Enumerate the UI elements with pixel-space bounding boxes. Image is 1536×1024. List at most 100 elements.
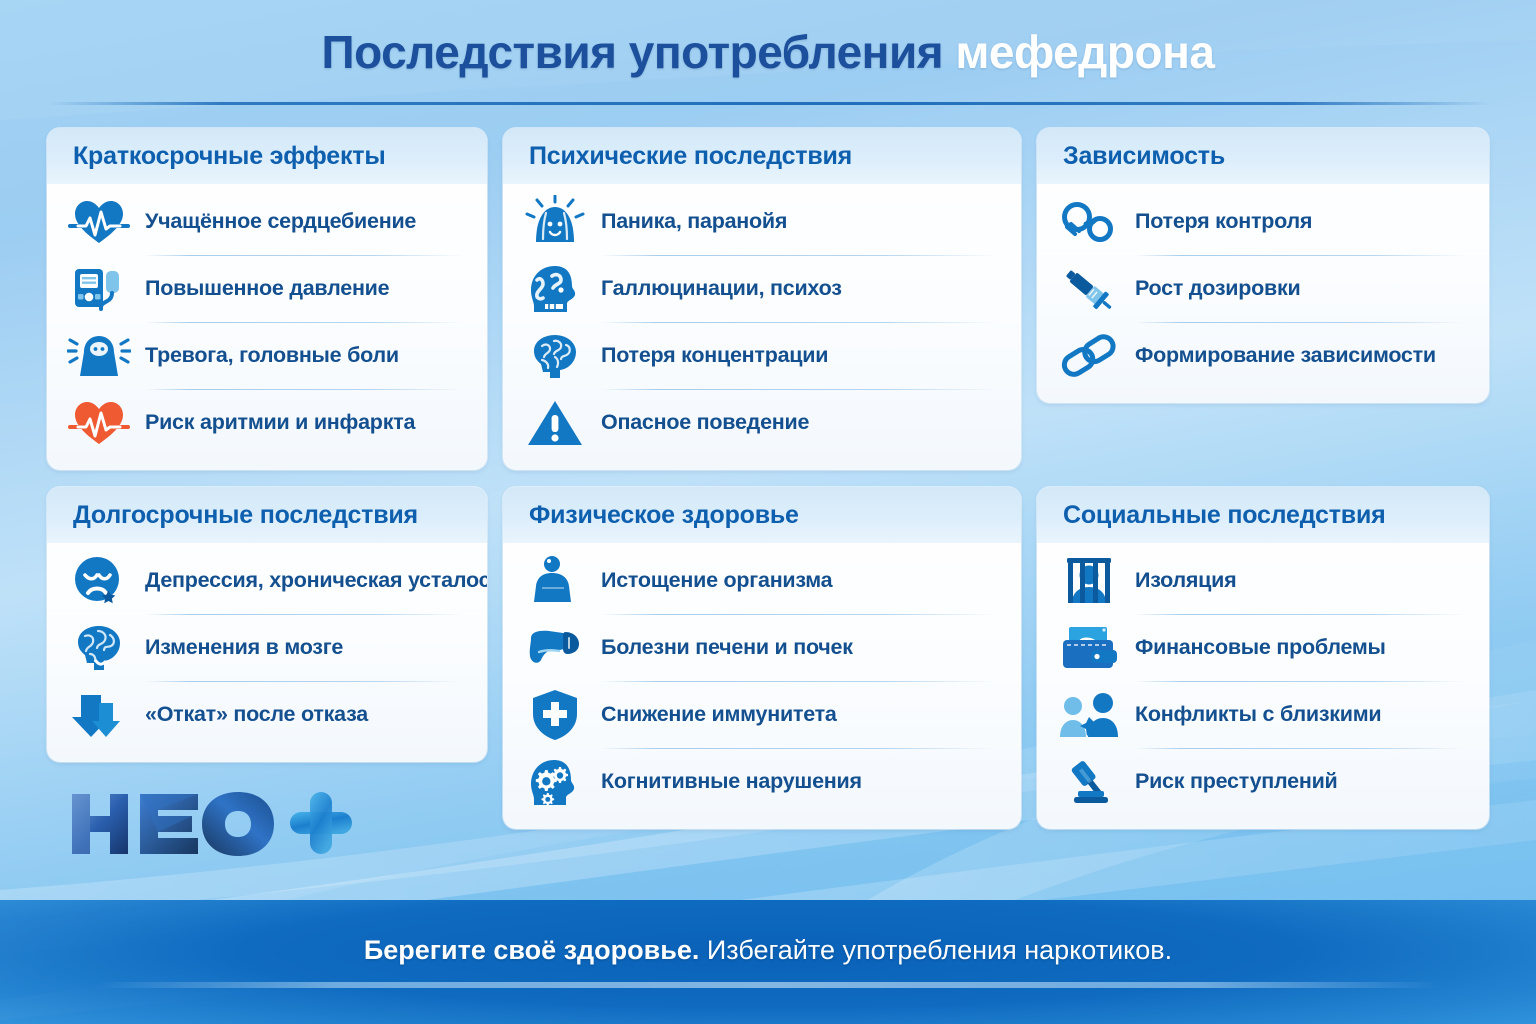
card-body: Потеря контроля bbox=[1037, 184, 1489, 403]
down-arrows-icon bbox=[63, 686, 135, 744]
list-item-label: Потеря концентрации bbox=[601, 343, 829, 367]
list-item[interactable]: Изоляция bbox=[1053, 547, 1471, 614]
liver-kidney-icon bbox=[519, 619, 591, 677]
list-item-label: Финансовые проблемы bbox=[1135, 635, 1386, 659]
list-item-label: Когнитивные нарушения bbox=[601, 769, 862, 793]
footer-message-normal: Избегайте употребления наркотиков. bbox=[699, 934, 1173, 965]
card-header: Социальные последствия bbox=[1037, 487, 1489, 543]
sad-face-icon bbox=[63, 552, 135, 610]
cards-row-1: Краткосрочные эффекты Учащённое сердцеби… bbox=[47, 128, 1489, 470]
card-body: Истощение организма Болезни печени и поч… bbox=[503, 543, 1021, 829]
handcuffs-icon bbox=[1053, 193, 1125, 251]
page-footer: Берегите своё здоровье. Избегайте употре… bbox=[0, 900, 1536, 1024]
list-item[interactable]: Рост дозировки bbox=[1053, 255, 1471, 322]
page-title-part-primary: Последствия употребления bbox=[321, 26, 956, 78]
list-item[interactable]: Конфликты с близкими bbox=[1053, 681, 1471, 748]
card-title: Зависимость bbox=[1063, 142, 1225, 170]
list-item[interactable]: Финансовые проблемы bbox=[1053, 614, 1471, 681]
list-item-label: Рост дозировки bbox=[1135, 276, 1301, 300]
card-mental-consequences: Психические последствия bbox=[503, 128, 1021, 470]
card-title: Физическое здоровье bbox=[529, 501, 799, 529]
card-title: Долгосрочные последствия bbox=[73, 501, 418, 529]
list-item-label: Риск аритмии и инфаркта bbox=[145, 410, 416, 434]
prison-bars-icon bbox=[1053, 552, 1125, 610]
list-item-label: Формирование зависимости bbox=[1135, 343, 1436, 367]
list-item[interactable]: Паника, паранойя bbox=[519, 188, 1003, 255]
neo-plus-logo[interactable] bbox=[66, 788, 356, 860]
page-title: Последствия употребления мефедрона bbox=[322, 25, 1215, 79]
list-item[interactable]: Риск аритмии и инфаркта bbox=[63, 389, 469, 456]
list-item[interactable]: Формирование зависимости bbox=[1053, 322, 1471, 389]
card-header: Зависимость bbox=[1037, 128, 1489, 184]
list-item[interactable]: Галлюцинации, психоз bbox=[519, 255, 1003, 322]
conflict-people-icon bbox=[1053, 686, 1125, 744]
list-item-label: «Откат» после отказа bbox=[145, 702, 368, 726]
brain-icon bbox=[519, 327, 591, 385]
list-item[interactable]: Истощение организма bbox=[519, 547, 1003, 614]
list-item[interactable]: Тревога, головные боли bbox=[63, 322, 469, 389]
card-title: Социальные последствия bbox=[1063, 501, 1386, 529]
footer-message-strong: Берегите своё здоровье. bbox=[363, 934, 700, 965]
cards-board: Краткосрочные эффекты Учащённое сердцеби… bbox=[47, 128, 1489, 829]
card-long-term-consequences: Долгосрочные последствия Депрессия, хрон… bbox=[47, 487, 487, 762]
list-item[interactable]: Потеря концентрации bbox=[519, 322, 1003, 389]
footer-gloss-line bbox=[96, 982, 1440, 988]
list-item[interactable]: Снижение иммунитета bbox=[519, 681, 1003, 748]
footer-message: Берегите своё здоровье. Избегайте употре… bbox=[364, 935, 1172, 966]
list-item[interactable]: Болезни печени и почек bbox=[519, 614, 1003, 681]
gavel-icon bbox=[1053, 753, 1125, 811]
list-item[interactable]: Потеря контроля bbox=[1053, 188, 1471, 255]
hallucination-head-icon bbox=[519, 260, 591, 318]
list-item-label: Риск преступлений bbox=[1135, 769, 1338, 793]
card-body: Депрессия, хроническая усталость bbox=[47, 543, 487, 762]
list-item-label: Потеря контроля bbox=[1135, 209, 1313, 233]
warning-triangle-icon bbox=[519, 394, 591, 452]
list-item[interactable]: «Откат» после отказа bbox=[63, 681, 469, 748]
list-item-label: Конфликты с близкими bbox=[1135, 702, 1382, 726]
list-item-label: Депрессия, хроническая усталость bbox=[145, 568, 487, 592]
card-body: Паника, паранойя Галлюцинации, пс bbox=[503, 184, 1021, 470]
list-item[interactable]: Изменения в мозге bbox=[63, 614, 469, 681]
shield-cross-icon bbox=[519, 686, 591, 744]
list-item[interactable]: Когнитивные нарушения bbox=[519, 748, 1003, 815]
list-item-label: Опасное поведение bbox=[601, 410, 810, 434]
card-addiction: Зависимость Потеря контроля bbox=[1037, 128, 1489, 403]
page-header: Последствия употребления мефедрона bbox=[0, 0, 1536, 104]
list-item-label: Снижение иммунитета bbox=[601, 702, 837, 726]
card-body: Учащённое сердцебиение bbox=[47, 184, 487, 470]
blood-pressure-monitor-icon bbox=[63, 260, 135, 318]
heart-attack-icon bbox=[63, 394, 135, 452]
card-header: Психические последствия bbox=[503, 128, 1021, 184]
card-title: Краткосрочные эффекты bbox=[73, 142, 386, 170]
list-item[interactable]: Учащённое сердцебиение bbox=[63, 188, 469, 255]
list-item-label: Изоляция bbox=[1135, 568, 1237, 592]
brain-change-icon bbox=[63, 619, 135, 677]
list-item[interactable]: Депрессия, хроническая усталость bbox=[63, 547, 487, 614]
list-item[interactable]: Опасное поведение bbox=[519, 389, 1003, 456]
card-title: Психические последствия bbox=[529, 142, 853, 170]
list-item[interactable]: Риск преступлений bbox=[1053, 748, 1471, 815]
list-item-label: Учащённое сердцебиение bbox=[145, 209, 417, 233]
panic-face-icon bbox=[519, 193, 591, 251]
header-divider bbox=[48, 102, 1492, 105]
card-physical-health: Физическое здоровье Истощение организма bbox=[503, 487, 1021, 829]
list-item-label: Паника, паранойя bbox=[601, 209, 788, 233]
list-item-label: Истощение организма bbox=[601, 568, 833, 592]
syringe-icon bbox=[1053, 260, 1125, 318]
cards-row-2: Долгосрочные последствия Депрессия, хрон… bbox=[47, 487, 1489, 829]
list-item-label: Изменения в мозге bbox=[145, 635, 344, 659]
card-short-term-effects: Краткосрочные эффекты Учащённое сердцеби… bbox=[47, 128, 487, 470]
wallet-icon bbox=[1053, 619, 1125, 677]
card-header: Долгосрочные последствия bbox=[47, 487, 487, 543]
chain-link-icon bbox=[1053, 327, 1125, 385]
card-body: Изоляция Финансовы bbox=[1037, 543, 1489, 829]
card-header: Краткосрочные эффекты bbox=[47, 128, 487, 184]
list-item[interactable]: Повышенное давление bbox=[63, 255, 469, 322]
card-social-consequences: Социальные последствия bbox=[1037, 487, 1489, 829]
list-item-label: Повышенное давление bbox=[145, 276, 390, 300]
card-header: Физическое здоровье bbox=[503, 487, 1021, 543]
list-item-label: Галлюцинации, психоз bbox=[601, 276, 842, 300]
head-gears-icon bbox=[519, 753, 591, 811]
headache-person-icon bbox=[63, 327, 135, 385]
page-title-part-highlight: мефедрона bbox=[955, 26, 1215, 78]
